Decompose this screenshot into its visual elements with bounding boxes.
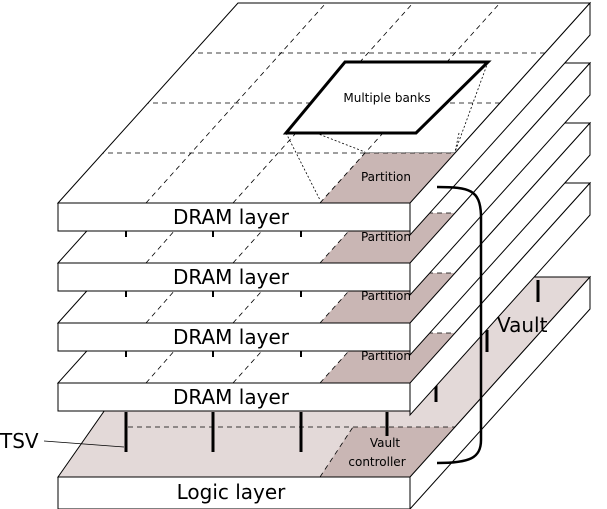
tsv-label: TSV: [0, 429, 39, 453]
dram-layer-label-4: DRAM layer: [173, 385, 290, 409]
multiple-banks-callout: Multiple banks: [282, 60, 492, 201]
tsv-callout: TSV: [0, 429, 125, 453]
vault-controller-label-line2: controller: [348, 455, 405, 469]
tsv-group-between: [125, 231, 302, 357]
bank-box: [282, 60, 492, 135]
vault-controller-label-line1: Vault: [370, 436, 401, 450]
vault-label: Vault: [497, 313, 548, 337]
logic-layer-label: Logic layer: [177, 480, 287, 504]
partition-label-3: Partition: [361, 289, 411, 303]
vault-controller-region: [320, 427, 460, 477]
multiple-banks-label: Multiple banks: [343, 91, 430, 105]
logic-layer-front: [57, 476, 411, 509]
partition-label-2: Partition: [361, 230, 411, 244]
partition-label-4: Partition: [361, 349, 411, 363]
partition-label-1: Partition: [361, 170, 411, 184]
vault-bracket: Vault: [436, 185, 548, 465]
dram-layer-label-1: DRAM layer: [173, 205, 290, 229]
dram-layer-label-3: DRAM layer: [173, 325, 290, 349]
dram-layer-label-2: DRAM layer: [173, 265, 290, 289]
